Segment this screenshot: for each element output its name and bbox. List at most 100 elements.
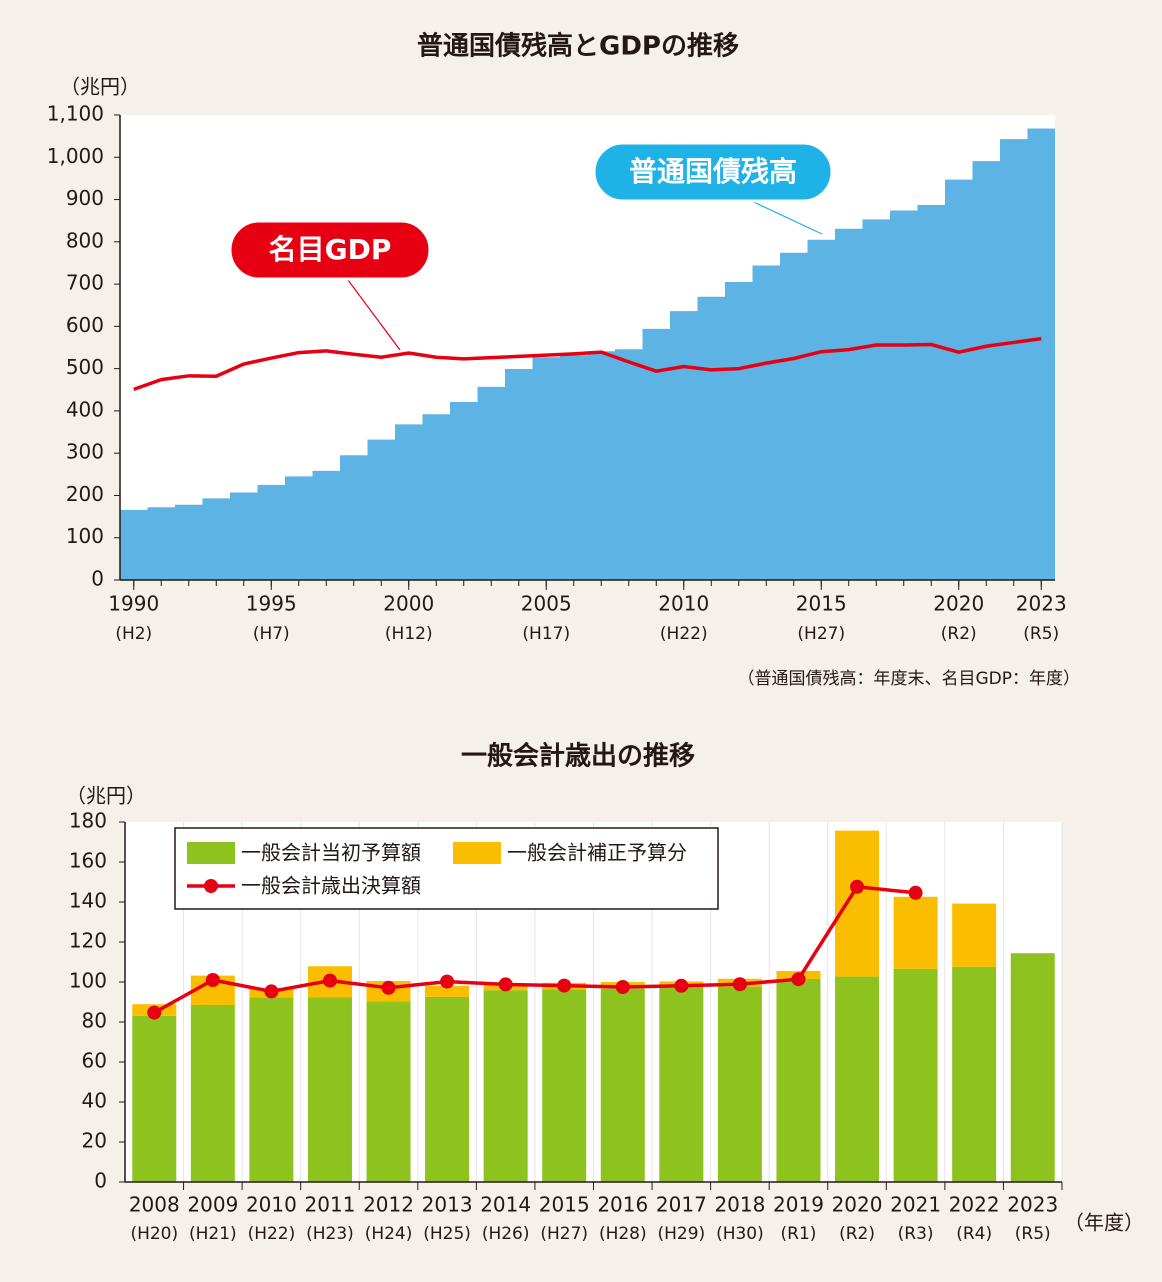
x-tick-sublabel: (H2): [115, 624, 152, 644]
legend-label: 一般会計歳出決算額: [241, 874, 421, 898]
x-tick-label: 1990: [108, 592, 159, 616]
x-tick-label: 2017: [656, 1193, 707, 1217]
settlement-point: [732, 977, 747, 992]
legend-swatch: [187, 842, 235, 864]
x-tick-sublabel: (R2): [941, 624, 977, 644]
x-tick-sublabel: (H20): [130, 1224, 178, 1244]
initial-budget-bar: [717, 986, 762, 1182]
y-unit: （兆円）: [66, 784, 146, 808]
x-tick-label: 2015: [796, 592, 847, 616]
chart-title: 普通国債残高とGDPの推移: [417, 31, 739, 62]
supplementary-bar: [425, 985, 470, 997]
series-label: 名目GDP: [269, 233, 392, 266]
y-tick-label: 140: [69, 889, 107, 913]
y-tick-label: 0: [91, 567, 104, 591]
y-unit: （兆円）: [60, 75, 140, 99]
x-tick-label: 2018: [714, 1193, 765, 1217]
settlement-point: [322, 973, 337, 988]
initial-budget-bar: [835, 976, 880, 1182]
settlement-point: [264, 984, 279, 999]
y-tick-label: 120: [69, 929, 107, 953]
x-tick-label: 2011: [305, 1193, 356, 1217]
x-tick-sublabel: (H30): [716, 1224, 764, 1244]
x-tick-label: 2023: [1016, 592, 1067, 616]
gdp-line: [133, 336, 1042, 391]
settlement-line: [153, 884, 916, 1015]
x-tick-sublabel: (R3): [898, 1224, 934, 1244]
supplementary-bar: [835, 830, 880, 977]
y-tick-label: 1,100: [47, 102, 104, 126]
y-tick-label: 160: [69, 849, 107, 873]
y-tick-label: 100: [66, 524, 104, 548]
supplementary-bar: [893, 896, 938, 969]
settlement-point: [440, 974, 455, 989]
x-tick-sublabel: (H21): [189, 1224, 237, 1244]
x-tick-sublabel: (H12): [385, 624, 433, 644]
legend-label: 一般会計補正予算分: [507, 841, 687, 865]
x-tick-sublabel: (H22): [248, 1224, 296, 1244]
y-tick-label: 40: [82, 1089, 107, 1113]
y-tick-label: 0: [94, 1169, 107, 1193]
initial-budget-bar: [893, 968, 938, 1182]
x-tick-sublabel: (H26): [482, 1224, 530, 1244]
y-tick-label: 1,000: [47, 144, 104, 168]
x-tick-sublabel: (H23): [306, 1224, 354, 1244]
settlement-point: [557, 978, 572, 993]
y-tick-label: 600: [66, 313, 104, 337]
x-tick-sublabel: (R4): [956, 1224, 992, 1244]
initial-budget-bar: [132, 1015, 177, 1182]
y-tick-label: 500: [66, 355, 104, 379]
x-tick-sublabel: (H27): [797, 624, 845, 644]
x-tick-label: 2010: [658, 592, 709, 616]
initial-budget-bar: [776, 979, 821, 1182]
supplementary-bar: [952, 903, 997, 967]
x-tick-sublabel: (H27): [540, 1224, 588, 1244]
y-tick-label: 80: [82, 1009, 107, 1033]
y-tick-label: 400: [66, 397, 104, 421]
settlement-point: [381, 980, 396, 995]
initial-budget-bar: [190, 1005, 235, 1182]
y-tick-label: 100: [69, 969, 107, 993]
settlement-point: [147, 1005, 162, 1020]
x-tick-sublabel: (R5): [1015, 1224, 1051, 1244]
x-tick-label: 1995: [246, 592, 297, 616]
y-tick-label: 180: [69, 809, 107, 833]
settlement-point: [615, 980, 630, 994]
x-tick-label: 2015: [539, 1193, 590, 1217]
x-unit: （年度）: [1064, 1211, 1144, 1235]
y-tick-label: 900: [66, 186, 104, 210]
x-tick-label: 2000: [383, 592, 434, 616]
x-tick-label: 2023: [1007, 1193, 1058, 1217]
x-tick-sublabel: (R2): [839, 1224, 875, 1244]
series-label-bg: [592, 141, 834, 203]
x-tick-sublabel: (H17): [522, 624, 570, 644]
initial-budget-bar: [483, 990, 528, 1182]
y-tick-label: 20: [82, 1129, 107, 1153]
settlement-point: [498, 977, 513, 992]
settlement-point: [674, 978, 689, 993]
settlement-point: [850, 879, 865, 894]
initial-budget-bar: [1010, 953, 1055, 1182]
x-tick-sublabel: (H7): [253, 624, 290, 644]
y-tick-label: 300: [66, 440, 104, 464]
x-tick-sublabel: (R1): [781, 1224, 817, 1244]
legend-box: [174, 827, 719, 910]
x-tick-label: 2005: [521, 592, 572, 616]
x-tick-label: 2010: [246, 1193, 297, 1217]
legend-swatch: [453, 842, 501, 864]
x-tick-sublabel: (H28): [599, 1224, 647, 1244]
chart-title: 一般会計歳出の推移: [461, 741, 695, 772]
x-tick-sublabel: (H24): [365, 1224, 413, 1244]
initial-budget-bar: [600, 988, 645, 1182]
legend-label: 一般会計当初予算額: [241, 841, 421, 865]
settlement-point: [908, 885, 923, 900]
y-tick-label: 200: [66, 482, 104, 506]
x-tick-label: 2020: [832, 1193, 883, 1217]
x-tick-label: 2022: [949, 1193, 1000, 1217]
x-tick-label: 2016: [597, 1193, 648, 1217]
leader-line: [344, 275, 401, 351]
initial-budget-bar: [542, 989, 587, 1182]
initial-budget-bar: [659, 987, 704, 1182]
x-tick-sublabel: (R5): [1023, 624, 1059, 644]
settlement-point: [791, 972, 806, 987]
